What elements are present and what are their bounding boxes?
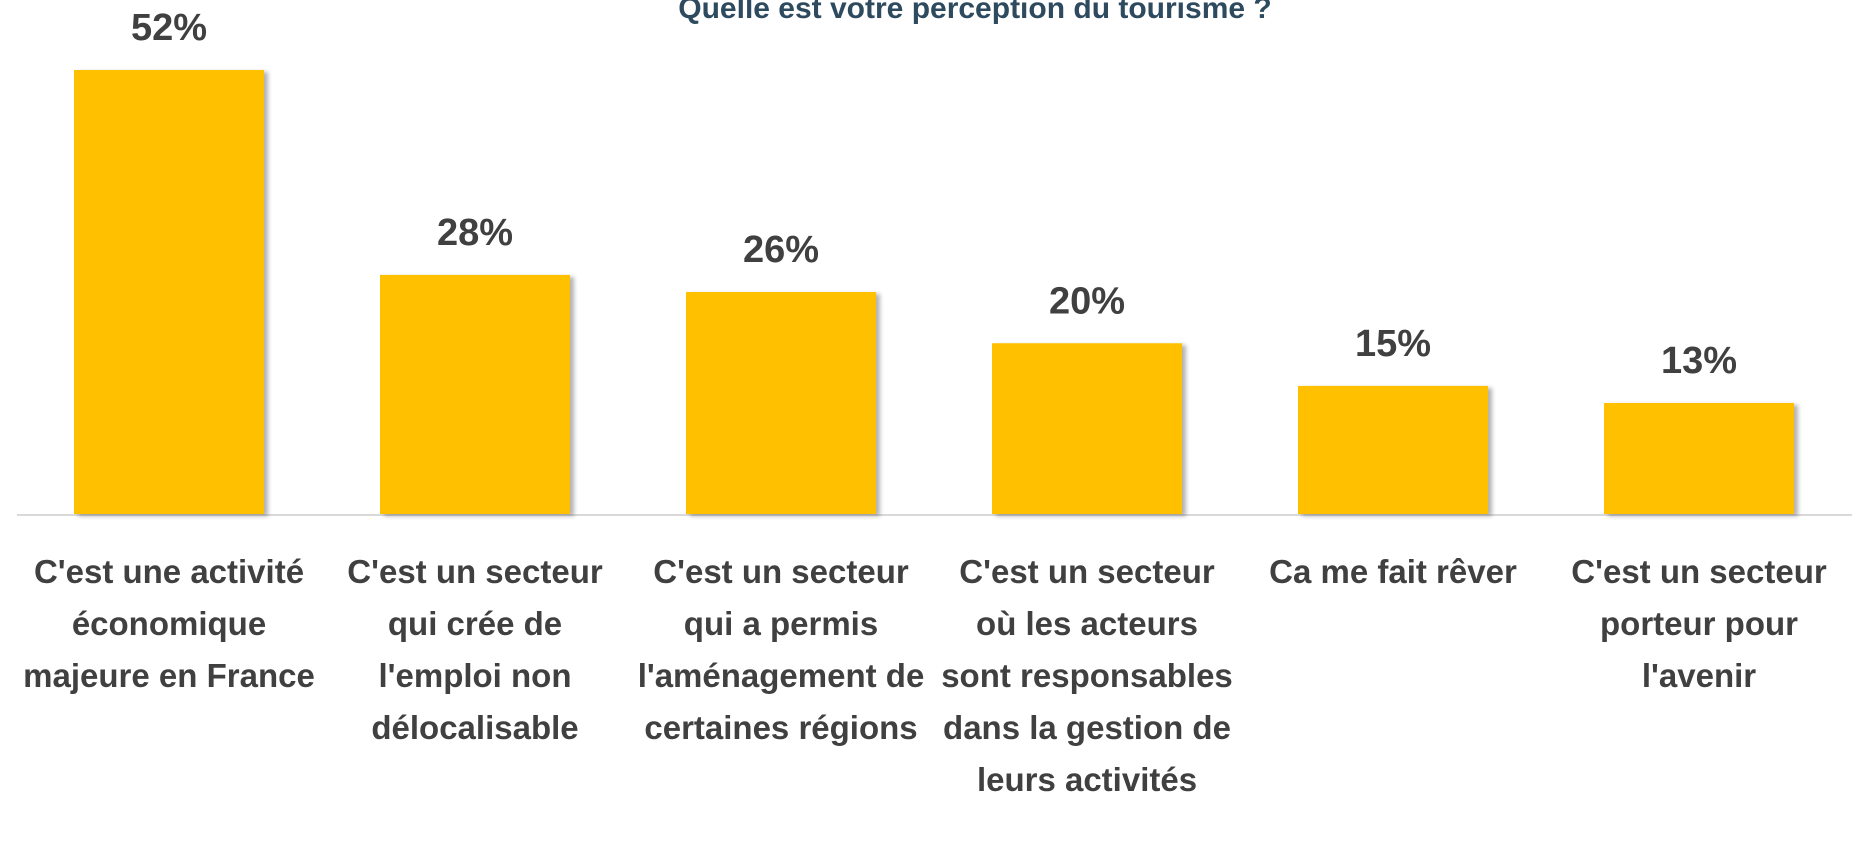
bar: [1604, 403, 1794, 514]
value-label: 20%: [1049, 280, 1125, 322]
x-tick-label: C'est un secteur qui a permis l'aménagem…: [637, 553, 925, 746]
value-label: 52%: [131, 7, 207, 49]
x-tick-label: Ca me fait rêver: [1269, 553, 1517, 590]
x-tick-label: C'est un secteur porteur pour l'avenir: [1571, 553, 1827, 694]
x-tick-label: C'est une activité économique majeure en…: [23, 553, 315, 694]
value-label: 13%: [1661, 340, 1737, 382]
bar: [1298, 385, 1488, 514]
value-label: 15%: [1355, 323, 1431, 365]
x-tick-label: C'est un secteur où les acteurs sont res…: [941, 553, 1233, 798]
bar: [686, 292, 876, 514]
bar: [992, 343, 1182, 514]
bar: [380, 274, 570, 514]
bar: [74, 70, 264, 514]
chart-title: Quelle est votre perception du tourisme …: [678, 0, 1271, 25]
value-label: 26%: [743, 229, 819, 271]
value-label: 28%: [437, 212, 513, 254]
x-tick-label: C'est un secteur qui crée de l'emploi no…: [347, 553, 603, 746]
